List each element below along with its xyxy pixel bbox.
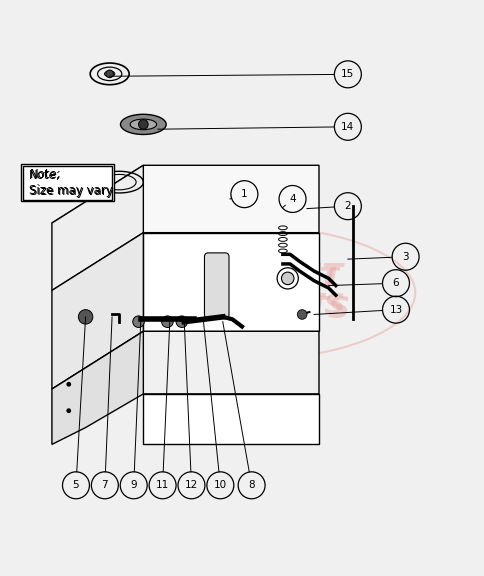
Text: 11: 11: [156, 480, 169, 490]
Circle shape: [176, 316, 188, 328]
Text: Note;
Size may vary: Note; Size may vary: [30, 168, 114, 198]
Text: 14: 14: [341, 122, 354, 132]
Ellipse shape: [130, 119, 157, 130]
Text: EQUIPMENT
SPECIALISTS: EQUIPMENT SPECIALISTS: [133, 262, 351, 324]
Text: EQUIPMENT
SPECIALISTS: EQUIPMENT SPECIALISTS: [138, 266, 346, 320]
FancyBboxPatch shape: [23, 166, 112, 200]
Text: 6: 6: [393, 278, 399, 288]
Circle shape: [138, 120, 148, 129]
Polygon shape: [52, 331, 319, 394]
FancyBboxPatch shape: [21, 164, 115, 202]
Text: 10: 10: [214, 480, 227, 490]
Polygon shape: [52, 233, 143, 389]
Text: Note;
Size may vary: Note; Size may vary: [30, 169, 113, 196]
Polygon shape: [52, 165, 319, 233]
Text: 15: 15: [341, 69, 354, 79]
Text: 8: 8: [248, 480, 255, 490]
FancyBboxPatch shape: [204, 253, 229, 319]
Polygon shape: [143, 394, 319, 445]
Text: 1: 1: [241, 189, 248, 199]
Circle shape: [162, 316, 173, 328]
Circle shape: [66, 408, 71, 413]
Circle shape: [282, 272, 294, 285]
Text: 3: 3: [402, 252, 409, 262]
Circle shape: [66, 382, 71, 386]
Text: 5: 5: [73, 480, 79, 490]
Circle shape: [78, 310, 93, 324]
Polygon shape: [52, 331, 143, 445]
Text: 9: 9: [130, 480, 137, 490]
Text: 13: 13: [389, 305, 403, 314]
Text: 4: 4: [289, 194, 296, 204]
Polygon shape: [143, 233, 319, 331]
Polygon shape: [52, 165, 143, 290]
Text: 12: 12: [185, 480, 198, 490]
Text: 2: 2: [345, 201, 351, 211]
Circle shape: [297, 310, 307, 319]
Circle shape: [106, 70, 114, 78]
Circle shape: [133, 316, 144, 328]
Ellipse shape: [121, 114, 166, 134]
Text: 7: 7: [102, 480, 108, 490]
